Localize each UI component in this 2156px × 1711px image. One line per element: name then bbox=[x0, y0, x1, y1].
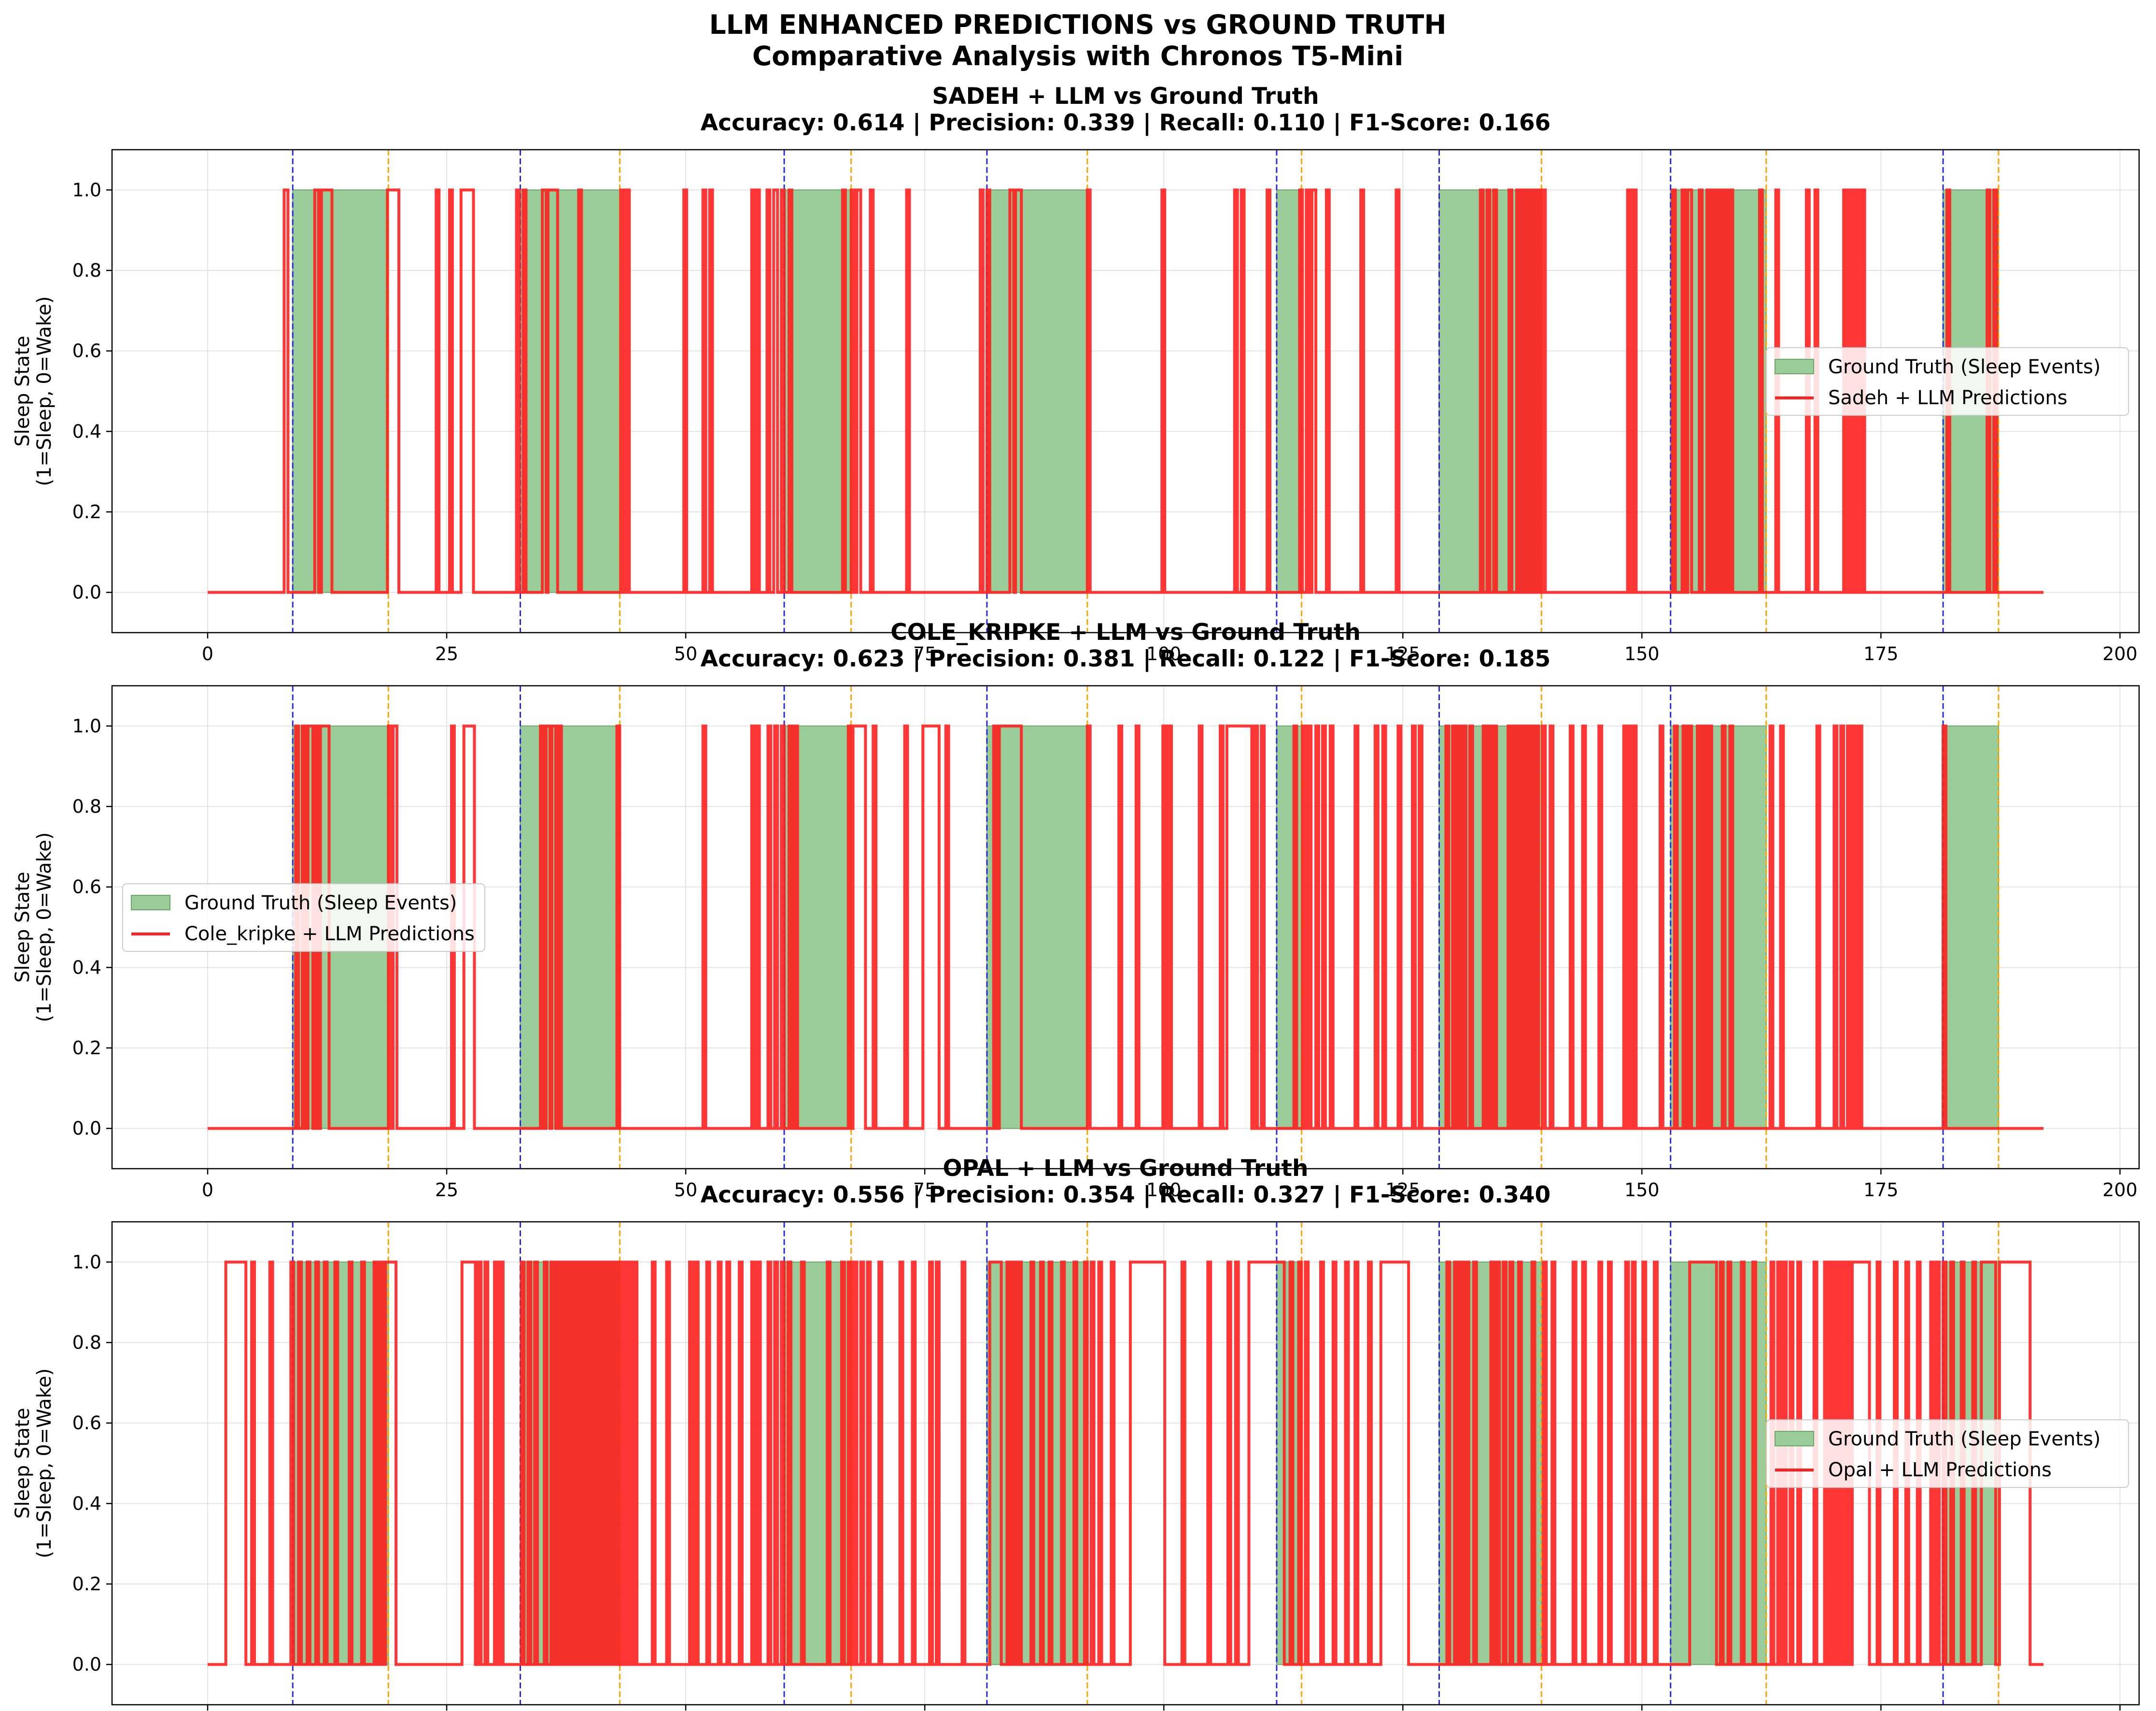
legend-box bbox=[1766, 1419, 2129, 1488]
figure-title-line1: LLM ENHANCED PREDICTIONS vs GROUND TRUTH bbox=[709, 9, 1447, 40]
legend-label-ground-truth: Ground Truth (Sleep Events) bbox=[1828, 356, 2100, 378]
y-tick-label: 0.8 bbox=[72, 796, 101, 817]
legend-box bbox=[122, 883, 485, 952]
x-tick-label: 200 bbox=[2102, 1179, 2138, 1201]
ground-truth-region bbox=[784, 189, 852, 593]
x-tick-label: 125 bbox=[1385, 643, 1421, 665]
subplot-title: COLE_KRIPKE + LLM vs Ground Truth bbox=[890, 619, 1361, 646]
subplot-title: OPAL + LLM vs Ground Truth bbox=[943, 1155, 1309, 1182]
x-tick-label: 50 bbox=[674, 643, 697, 665]
x-tick-label: 175 bbox=[1863, 1179, 1899, 1201]
legend-label-prediction: Opal + LLM Predictions bbox=[1828, 1459, 2052, 1481]
axes-frame bbox=[111, 685, 2140, 1170]
y-tick-label: 0.8 bbox=[72, 260, 101, 281]
legend: Ground Truth (Sleep Events) Cole_kripke +… bbox=[122, 883, 485, 952]
legend-label-ground-truth: Ground Truth (Sleep Events) bbox=[1828, 1428, 2100, 1450]
legend-label-ground-truth: Ground Truth (Sleep Events) bbox=[184, 892, 457, 914]
y-axis-label: Sleep State bbox=[12, 336, 34, 447]
ground-truth-region bbox=[986, 725, 1088, 1129]
figure-title-line2: Comparative Analysis with Chronos T5-Min… bbox=[752, 41, 1403, 71]
y-axis-label: (1=Sleep, 0=Wake) bbox=[33, 296, 56, 486]
axes-frame bbox=[111, 149, 2140, 634]
y-axis-label: Sleep State bbox=[12, 872, 34, 983]
y-tick-label: 1.0 bbox=[72, 715, 101, 736]
y-tick-label: 0.8 bbox=[72, 1332, 101, 1353]
legend-label-prediction: Sadeh + LLM Predictions bbox=[1828, 387, 2068, 409]
y-tick-label: 0.6 bbox=[72, 340, 101, 362]
subplot-metrics: Accuracy: 0.556 | Precision: 0.354 | Rec… bbox=[701, 1182, 1550, 1208]
axes-frame bbox=[111, 1221, 2140, 1706]
legend-label-prediction: Cole_kripke + LLM Predictions bbox=[184, 923, 475, 945]
y-axis-label: (1=Sleep, 0=Wake) bbox=[33, 1368, 56, 1558]
prediction-line bbox=[208, 1260, 2043, 1666]
x-tick-label: 75 bbox=[913, 1179, 936, 1201]
ground-truth-region bbox=[1943, 725, 1999, 1129]
y-axis-label: Sleep State bbox=[12, 1408, 34, 1519]
ticks: 0 25 50 75 100 125 150 175 200 0.0 0.2 0.4 0.6 0.8 1.0 bbox=[72, 715, 2138, 1201]
x-tick-label: 150 bbox=[1624, 1179, 1660, 1201]
x-tick-label: 25 bbox=[435, 643, 458, 665]
y-axis-label: (1=Sleep, 0=Wake) bbox=[33, 832, 56, 1022]
plot-area bbox=[208, 150, 2043, 633]
legend-swatch-ground-truth bbox=[1775, 1431, 1814, 1446]
ground-truth-region bbox=[986, 1261, 1088, 1665]
subplot-title: SADEH + LLM vs Ground Truth bbox=[932, 83, 1319, 110]
y-tick-label: 0.0 bbox=[72, 1654, 101, 1675]
ticks: 0 25 50 75 100 125 150 175 200 0.0 0.2 0.4 0.6 0.8 1.0 bbox=[72, 179, 2138, 665]
x-tick-label: 0 bbox=[202, 1179, 213, 1201]
x-tick-label: 100 bbox=[1146, 643, 1182, 665]
x-tick-label: 200 bbox=[2102, 643, 2138, 665]
x-tick-label: 125 bbox=[1385, 1179, 1421, 1201]
legend: Ground Truth (Sleep Events) Opal + LLM Pr… bbox=[1766, 1419, 2129, 1488]
ground-truth-region bbox=[1670, 1261, 1767, 1665]
x-tick-label: 100 bbox=[1146, 1179, 1182, 1201]
x-tick-label: 75 bbox=[913, 643, 936, 665]
x-tick-label: 25 bbox=[435, 1179, 458, 1201]
y-tick-label: 0.0 bbox=[72, 1118, 101, 1139]
y-tick-label: 0.4 bbox=[72, 957, 101, 978]
prediction-line bbox=[208, 188, 2043, 594]
ground-truth-region bbox=[986, 189, 1088, 593]
prediction-line bbox=[208, 724, 2043, 1130]
y-tick-label: 0.4 bbox=[72, 1493, 101, 1514]
y-tick-label: 0.2 bbox=[72, 1037, 101, 1059]
x-tick-label: 175 bbox=[1863, 643, 1899, 665]
legend-box bbox=[1766, 347, 2129, 416]
y-tick-label: 0.6 bbox=[72, 1413, 101, 1434]
ground-truth-region bbox=[292, 189, 389, 593]
ground-truth-region bbox=[1276, 189, 1302, 593]
ground-truth-region bbox=[784, 1261, 852, 1665]
x-tick-label: 50 bbox=[674, 1179, 697, 1201]
y-tick-label: 0.0 bbox=[72, 582, 101, 603]
subplot-2: COLE_KRIPKE + LLM vs Ground TruthAccurac… bbox=[12, 619, 2140, 1201]
ground-truth-region bbox=[520, 189, 620, 593]
legend-swatch-ground-truth bbox=[131, 895, 170, 910]
y-tick-label: 1.0 bbox=[72, 1251, 101, 1273]
y-tick-label: 0.6 bbox=[72, 877, 101, 898]
x-tick-label: 150 bbox=[1624, 643, 1660, 665]
ground-truth-region bbox=[520, 725, 620, 1129]
legend: Ground Truth (Sleep Events) Sadeh + LLM P… bbox=[1766, 347, 2129, 416]
subplot-metrics: Accuracy: 0.614 | Precision: 0.339 | Rec… bbox=[701, 110, 1550, 136]
y-tick-label: 0.2 bbox=[72, 501, 101, 523]
y-tick-label: 1.0 bbox=[72, 179, 101, 200]
x-tick-label: 0 bbox=[202, 643, 213, 665]
y-tick-label: 0.4 bbox=[72, 421, 101, 442]
y-tick-label: 0.2 bbox=[72, 1573, 101, 1595]
grid bbox=[112, 686, 2139, 1169]
legend-swatch-ground-truth bbox=[1775, 359, 1814, 374]
subplot-metrics: Accuracy: 0.623 | Precision: 0.381 | Rec… bbox=[701, 646, 1550, 672]
